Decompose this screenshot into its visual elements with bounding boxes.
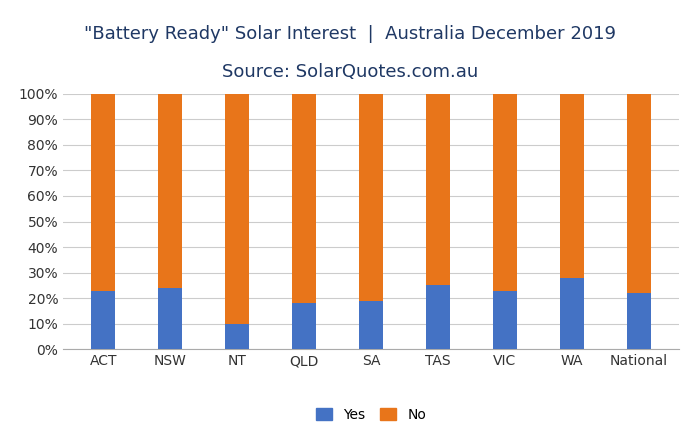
Bar xyxy=(92,94,115,291)
Bar xyxy=(225,324,248,349)
Bar xyxy=(359,301,383,349)
Bar xyxy=(426,94,449,285)
Bar xyxy=(560,278,584,349)
Bar xyxy=(158,94,182,288)
Bar xyxy=(293,94,316,303)
Bar xyxy=(158,288,182,349)
Bar xyxy=(494,94,517,291)
Bar xyxy=(627,293,650,349)
Bar xyxy=(293,303,316,349)
Bar xyxy=(359,94,383,301)
Bar xyxy=(494,291,517,349)
Text: "Battery Ready" Solar Interest  |  Australia December 2019: "Battery Ready" Solar Interest | Austral… xyxy=(84,25,616,43)
Bar xyxy=(92,291,115,349)
Bar xyxy=(627,94,650,293)
Bar xyxy=(426,285,449,349)
Bar xyxy=(225,94,248,324)
Legend: Yes, No: Yes, No xyxy=(310,402,432,426)
Text: Source: SolarQuotes.com.au: Source: SolarQuotes.com.au xyxy=(222,63,478,81)
Bar xyxy=(560,94,584,278)
